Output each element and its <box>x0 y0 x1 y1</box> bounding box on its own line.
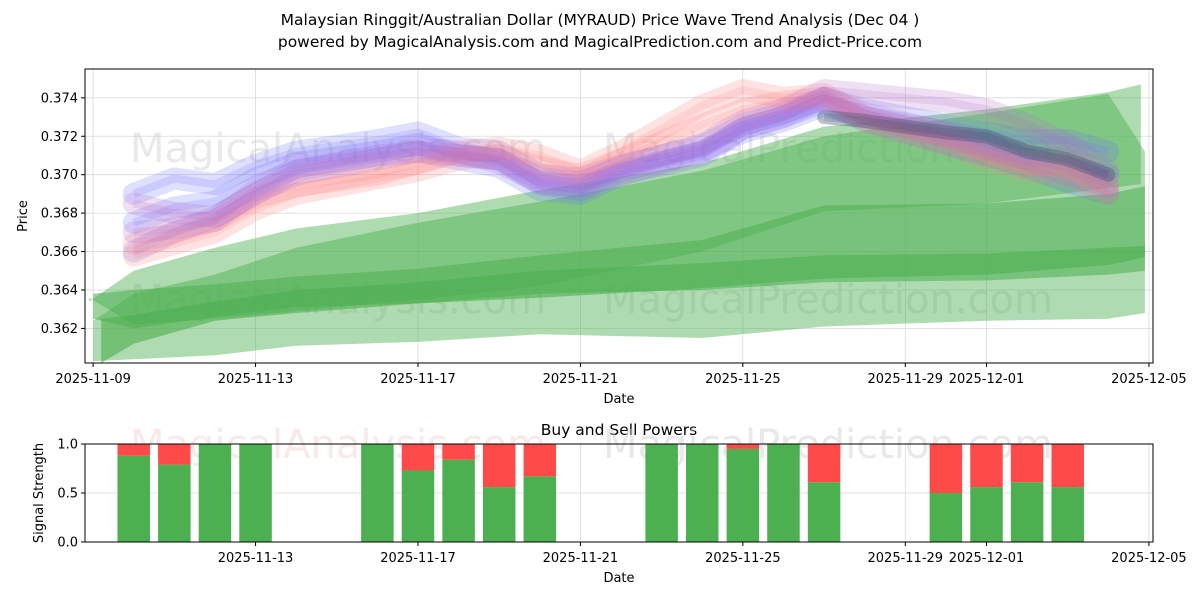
price-y-label: Price <box>16 200 31 232</box>
sell-bar <box>117 444 150 456</box>
price-x-label: Date <box>603 392 634 407</box>
buy-bar <box>1010 482 1044 542</box>
buy-bar <box>645 444 678 542</box>
prediction-core-blue-wave-2 <box>131 97 1110 256</box>
signal-bars <box>117 444 1084 542</box>
signal-x-tick-label: 2025-11-21 <box>543 551 619 566</box>
green-band-outer-band <box>89 84 1141 325</box>
buy-bar <box>401 470 435 542</box>
prediction-pink-wave-2 <box>122 86 1120 267</box>
signal-x-tick-label: 2025-11-13 <box>218 551 294 566</box>
prediction-core-pink-wave-2 <box>132 93 1111 260</box>
buy-bar <box>767 444 800 542</box>
price-x-tick-label: 2025-12-05 <box>1111 372 1187 387</box>
price-x-tick-label: 2025-11-17 <box>380 372 456 387</box>
sell-bar <box>523 444 557 477</box>
signal-x-axis: 2025-11-13 2025-11-17 2025-11-21 2025-11-25… <box>218 542 1187 566</box>
buy-bar <box>198 444 232 542</box>
buy-bar <box>117 455 150 542</box>
sell-bar <box>158 444 191 465</box>
prediction-blue-wave-1 <box>122 86 1120 205</box>
buy-bar <box>726 448 760 542</box>
signal-title: Buy and Sell Powers <box>541 421 698 439</box>
price-x-tick-label: 2025-11-21 <box>543 372 619 387</box>
signal-x-tick-label: 2025-11-29 <box>868 551 944 566</box>
signal-x-tick-label: 2025-11-17 <box>380 551 456 566</box>
prediction-core-blue-wave-1 <box>132 93 1110 198</box>
price-y-tick-label: 0.370 <box>41 168 78 183</box>
buy-bar <box>239 444 272 542</box>
signal-panel: Buy and Sell Powers MagicalAnalysis.com … <box>32 421 1187 586</box>
prediction-core-dark-wave <box>823 113 1110 179</box>
signal-x-tick-label: 2025-12-01 <box>949 551 1025 566</box>
price-x-tick-label: 2025-12-01 <box>949 372 1025 387</box>
buy-bar <box>686 444 719 542</box>
price-x-tick-label: 2025-11-25 <box>705 372 781 387</box>
prediction-pink-wave-1 <box>122 79 1120 255</box>
buy-bar <box>361 444 394 542</box>
price-x-axis: 2025-11-09 2025-11-13 2025-11-17 2025-11-21… <box>55 363 1187 387</box>
price-x-tick-label: 2025-11-29 <box>868 372 944 387</box>
buy-bar <box>929 493 963 542</box>
sell-bar <box>970 444 1003 488</box>
watermark-prediction-top: MagicalPrediction.com <box>603 126 1053 172</box>
prediction-core-purple-wave-1 <box>132 86 1111 221</box>
prediction-purple-wave-2 <box>122 86 1120 244</box>
prediction-blue-wave-2 <box>122 90 1120 263</box>
sell-bar <box>807 444 841 483</box>
watermark-analysis-top: MagicalAnalysis.com <box>130 126 546 172</box>
signal-y-tick-label: 0.5 <box>57 487 78 502</box>
buy-bar <box>807 482 841 542</box>
chart-subtitle: powered by MagicalAnalysis.com and Magic… <box>278 33 922 51</box>
price-y-tick-label: 0.364 <box>41 283 78 298</box>
sell-bar <box>401 444 435 471</box>
buy-bar <box>482 487 516 542</box>
prediction-purple-wave-1 <box>122 79 1120 228</box>
signal-x-tick-label: 2025-11-25 <box>705 551 781 566</box>
buy-bar <box>158 464 191 542</box>
green-bands <box>89 84 1145 363</box>
price-y-tick-label: 0.368 <box>41 207 78 222</box>
sell-bar <box>929 444 963 493</box>
prediction-waves <box>122 79 1120 267</box>
price-panel: MagicalAnalysis.com MagicalPrediction.co… <box>16 68 1187 407</box>
signal-x-tick-label: 2025-12-05 <box>1111 551 1187 566</box>
buy-bar <box>442 459 475 542</box>
sell-bar <box>1010 444 1044 483</box>
green-band-inner-band <box>101 245 1145 363</box>
price-y-tick-label: 0.362 <box>41 322 78 337</box>
sell-bar <box>1051 444 1084 488</box>
sell-bar <box>442 444 475 460</box>
signal-x-label: Date <box>603 571 634 586</box>
signal-y-tick-label: 1.0 <box>57 438 78 453</box>
price-y-tick-label: 0.372 <box>41 130 78 145</box>
buy-bar <box>1051 487 1084 542</box>
prediction-blue-wave-3 <box>122 94 1120 234</box>
signal-y-tick-label: 0.0 <box>57 536 78 551</box>
sell-bar <box>482 444 516 488</box>
buy-bar <box>523 476 557 542</box>
price-y-axis: 0.362 0.364 0.366 0.368 0.370 0.372 0.374 <box>41 91 85 337</box>
buy-bar <box>970 487 1003 542</box>
prediction-core-pink-wave-1 <box>132 86 1110 248</box>
signal-y-label: Signal Strength <box>32 443 47 543</box>
price-x-tick-label: 2025-11-13 <box>218 372 294 387</box>
prediction-dark-wave <box>817 110 1116 182</box>
price-plot-frame <box>84 68 1154 364</box>
price-y-tick-label: 0.374 <box>41 91 78 106</box>
signal-y-axis: 0.0 0.5 1.0 <box>57 438 85 551</box>
prediction-core-purple-wave-2 <box>133 93 1111 237</box>
sell-bar <box>726 444 760 449</box>
chart-title: Malaysian Ringgit/Australian Dollar (MYR… <box>281 11 920 29</box>
price-x-tick-label: 2025-11-09 <box>55 372 131 387</box>
price-y-tick-label: 0.366 <box>41 245 78 260</box>
prediction-core-blue-wave-3 <box>132 101 1110 227</box>
